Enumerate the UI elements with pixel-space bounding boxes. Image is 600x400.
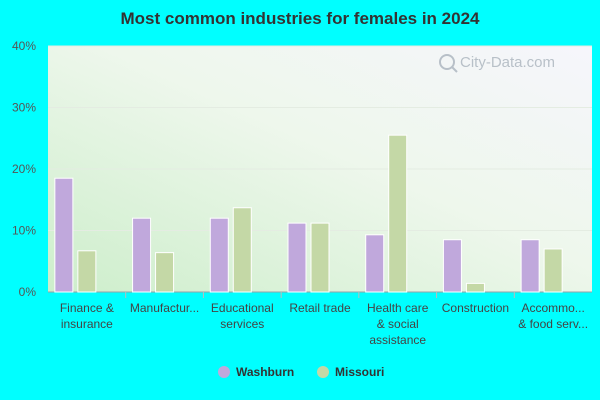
legend-swatch-washburn bbox=[218, 366, 230, 378]
legend: Washburn Missouri bbox=[218, 365, 384, 379]
bar-washburn[interactable] bbox=[132, 217, 152, 293]
x-axis: Finance & insurance Manufactur... Education… bbox=[60, 292, 588, 347]
bar-missouri[interactable] bbox=[388, 134, 408, 293]
bar-washburn[interactable] bbox=[287, 222, 307, 293]
watermark-text: City-Data.com bbox=[460, 54, 555, 71]
y-tick-label: 10% bbox=[12, 224, 36, 238]
y-tick-label: 40% bbox=[12, 39, 36, 53]
bar-missouri[interactable] bbox=[155, 252, 175, 293]
bar-missouri[interactable] bbox=[310, 222, 330, 293]
bar-missouri[interactable] bbox=[543, 248, 563, 293]
legend-label-washburn: Washburn bbox=[236, 365, 294, 379]
x-tick-label: Construction bbox=[442, 301, 509, 315]
bars bbox=[54, 134, 563, 293]
bar-washburn[interactable] bbox=[54, 177, 74, 293]
watermark-magnifier-icon bbox=[439, 54, 455, 70]
y-tick-label: 0% bbox=[19, 285, 37, 299]
watermark: City-Data.com bbox=[439, 54, 555, 73]
y-tick-label: 30% bbox=[12, 101, 36, 115]
bar-missouri[interactable] bbox=[465, 282, 485, 293]
x-tick-label: Manufactur... bbox=[130, 301, 199, 315]
y-axis: 0% 10% 20% 30% 40% bbox=[12, 39, 36, 299]
x-tick-label: Accommo... & food serv... bbox=[518, 301, 588, 331]
x-tick-label: Retail trade bbox=[289, 301, 351, 315]
legend-label-missouri: Missouri bbox=[335, 365, 384, 379]
bar-missouri[interactable] bbox=[232, 207, 252, 293]
legend-swatch-missouri bbox=[317, 366, 329, 378]
x-tick-label: Health care & social assistance bbox=[367, 301, 429, 347]
bar-washburn[interactable] bbox=[209, 217, 229, 293]
x-tick-label: Finance & insurance bbox=[60, 301, 114, 331]
chart-title: Most common industries for females in 20… bbox=[121, 9, 481, 28]
y-tick-label: 20% bbox=[12, 162, 36, 176]
x-tick-label: Educational services bbox=[211, 301, 274, 331]
watermark-magnifier-handle bbox=[451, 66, 458, 73]
bar-washburn[interactable] bbox=[442, 239, 462, 293]
bar-washburn[interactable] bbox=[365, 234, 385, 293]
bar-missouri[interactable] bbox=[77, 250, 97, 293]
bar-washburn[interactable] bbox=[520, 239, 540, 293]
